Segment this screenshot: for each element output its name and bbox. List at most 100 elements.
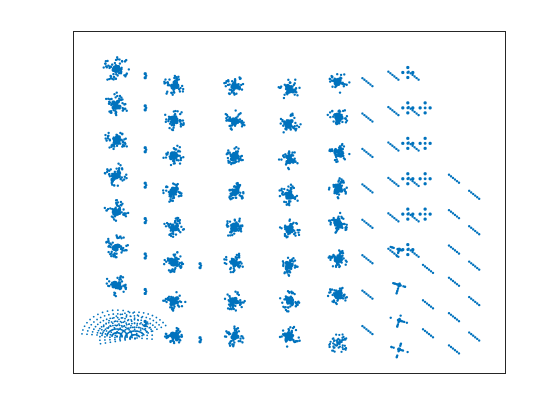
data-point-c0 [125, 72, 129, 75]
data-point-c11 [143, 181, 147, 185]
data-point-c1 [118, 97, 121, 100]
data-point-col5-1 [397, 283, 402, 287]
data-point-c7 [90, 323, 93, 326]
data-point-c7 [123, 320, 126, 323]
data-point-col8-4 [475, 337, 479, 341]
data-point-c23 [165, 332, 168, 336]
data-point-c44 [339, 145, 342, 148]
data-point-col0-2 [361, 147, 364, 151]
data-point-c27 [232, 121, 237, 126]
data-point-c49 [331, 349, 334, 352]
data-point-col2-0 [415, 76, 418, 80]
data-point-c49 [338, 339, 341, 342]
data-point-c16 [165, 92, 168, 95]
data-point-c26 [232, 84, 237, 89]
data-point-c7 [103, 329, 106, 332]
data-point-c34 [298, 86, 301, 90]
data-point-c40 [284, 308, 288, 312]
data-point-c21 [174, 256, 177, 260]
data-point-c1 [116, 94, 119, 98]
data-point-c49 [332, 342, 335, 345]
data-point-col2-2 [409, 142, 412, 146]
data-point-c19 [169, 191, 174, 196]
data-point-c49 [333, 339, 336, 342]
data-point-c33 [236, 327, 240, 330]
data-point-c5 [107, 250, 110, 254]
data-point-c7 [109, 341, 112, 344]
data-point-col3-1 [406, 106, 410, 110]
data-point-c7 [133, 311, 136, 314]
data-point-c0 [104, 65, 108, 68]
data-point-c7 [104, 333, 107, 335]
data-point-c31 [237, 254, 241, 257]
data-point-c16 [180, 84, 184, 88]
data-point-c4 [119, 203, 122, 207]
data-point-col3-2 [406, 136, 410, 140]
data-point-c0 [123, 74, 126, 77]
data-point-c48 [336, 298, 339, 302]
data-point-c17 [179, 122, 183, 126]
data-point-col4-2 [418, 177, 422, 181]
data-point-c30 [228, 220, 232, 223]
data-point-col1-1 [393, 110, 396, 114]
data-point-c7 [155, 321, 158, 324]
data-point-c38 [288, 227, 293, 232]
data-point-c17 [164, 120, 168, 124]
data-point-c42 [331, 75, 334, 78]
data-point-c7 [139, 323, 141, 325]
data-point-c0 [123, 60, 127, 63]
data-point-c7 [152, 319, 155, 322]
data-point-c7 [123, 324, 126, 327]
data-point-col4-2 [423, 172, 427, 176]
data-point-c27 [240, 125, 244, 128]
data-point-c44 [341, 152, 345, 155]
data-point-c7 [121, 336, 123, 338]
data-point-c47 [334, 264, 338, 267]
data-point-col2-3 [417, 184, 420, 188]
data-point-c20 [179, 230, 182, 234]
data-point-col7-4 [451, 315, 455, 318]
data-point-col7-4 [449, 313, 453, 316]
data-point-c7 [151, 324, 154, 327]
data-point-col8-2 [469, 262, 473, 265]
data-point-col1-3 [391, 179, 394, 183]
data-point-c30 [233, 232, 236, 235]
data-point-c36 [294, 160, 297, 163]
data-point-col7-5 [455, 350, 459, 353]
data-point-c36 [293, 151, 296, 154]
data-point-c37 [285, 203, 288, 206]
data-point-c35 [297, 125, 301, 129]
data-point-c24 [199, 264, 203, 267]
data-point-col7-2 [453, 249, 457, 252]
data-point-c30 [226, 234, 230, 237]
data-point-c7 [91, 330, 94, 333]
data-point-c21 [170, 261, 175, 266]
data-point-c41 [285, 333, 290, 338]
data-point-c2 [121, 140, 125, 143]
data-point-c23 [177, 327, 180, 331]
data-point-c2 [124, 142, 127, 146]
data-point-c23 [178, 335, 181, 338]
data-point-c44 [342, 145, 346, 148]
data-point-c24 [198, 266, 202, 270]
data-point-c6 [122, 284, 125, 287]
data-point-c28 [229, 157, 234, 162]
data-point-col0-7 [367, 329, 370, 333]
data-point-c7 [126, 319, 129, 322]
data-point-c43 [329, 115, 332, 119]
data-point-c16 [168, 78, 171, 81]
data-point-c7 [114, 336, 116, 339]
data-point-c7 [119, 338, 121, 341]
data-point-col3-3 [406, 172, 410, 176]
data-point-c7 [119, 327, 122, 330]
data-point-c7 [120, 332, 123, 335]
data-point-c46 [341, 222, 345, 226]
data-point-c28 [234, 154, 239, 159]
data-point-col0-0 [361, 76, 364, 80]
data-point-c20 [171, 235, 175, 239]
data-point-c44 [331, 149, 334, 153]
data-point-col2-5 [413, 252, 416, 255]
data-point-c47 [344, 263, 347, 266]
data-point-c1 [119, 98, 123, 102]
data-point-c30 [239, 224, 242, 227]
